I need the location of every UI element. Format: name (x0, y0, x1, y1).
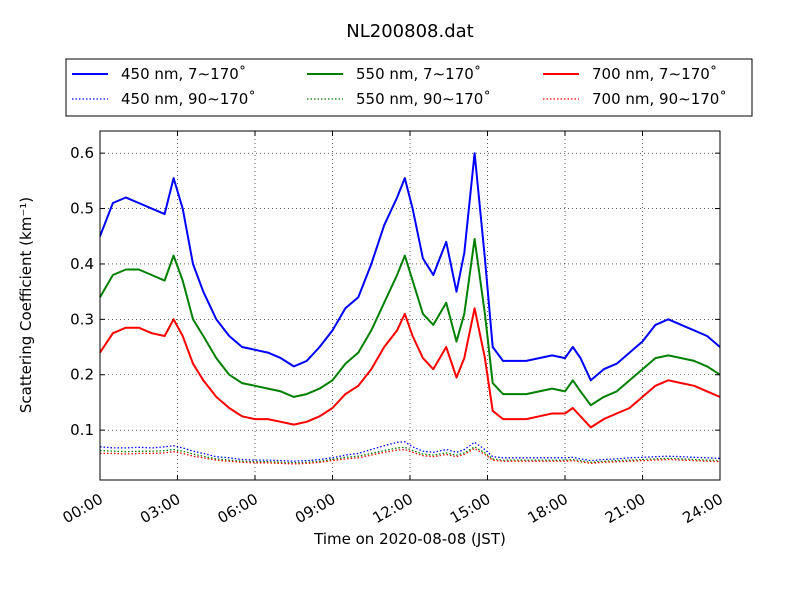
y-tick-label: 0.1 (70, 421, 94, 439)
series-group (99, 152, 721, 465)
y-axis-label: Scattering Coefficient (km⁻¹) (17, 197, 35, 413)
series-line-3 (99, 307, 721, 429)
y-tick-label: 0.2 (70, 366, 94, 384)
legend: 450 nm, 7∼170˚ 450 nm, 90∼170˚ 550 nm, 7∼1… (65, 58, 753, 117)
series-line-1 (99, 152, 721, 382)
chart-title: NL200808.dat (346, 21, 473, 42)
grid (100, 131, 720, 480)
y-tick-label: 0.4 (70, 255, 94, 273)
series-line-6 (100, 447, 721, 465)
legend-label: 700 nm, 90∼170˚ (592, 90, 727, 108)
legend-label: 450 nm, 90∼170˚ (121, 90, 256, 108)
legend-label: 450 nm, 7∼170˚ (121, 65, 246, 83)
y-tick-label: 0.3 (70, 310, 94, 328)
x-axis-label: Time on 2020-08-08 (JST) (313, 530, 506, 548)
y-tick-label: 0.6 (70, 144, 94, 162)
legend-label: 550 nm, 7∼170˚ (356, 65, 481, 83)
series-line-4 (99, 441, 721, 462)
legend-label: 700 nm, 7∼170˚ (592, 65, 717, 83)
series-line-2 (99, 238, 721, 407)
series-line-5 (99, 446, 721, 464)
legend-label: 550 nm, 90∼170˚ (356, 90, 491, 108)
y-tick-label: 0.5 (70, 200, 94, 218)
legend-frame (65, 58, 753, 117)
